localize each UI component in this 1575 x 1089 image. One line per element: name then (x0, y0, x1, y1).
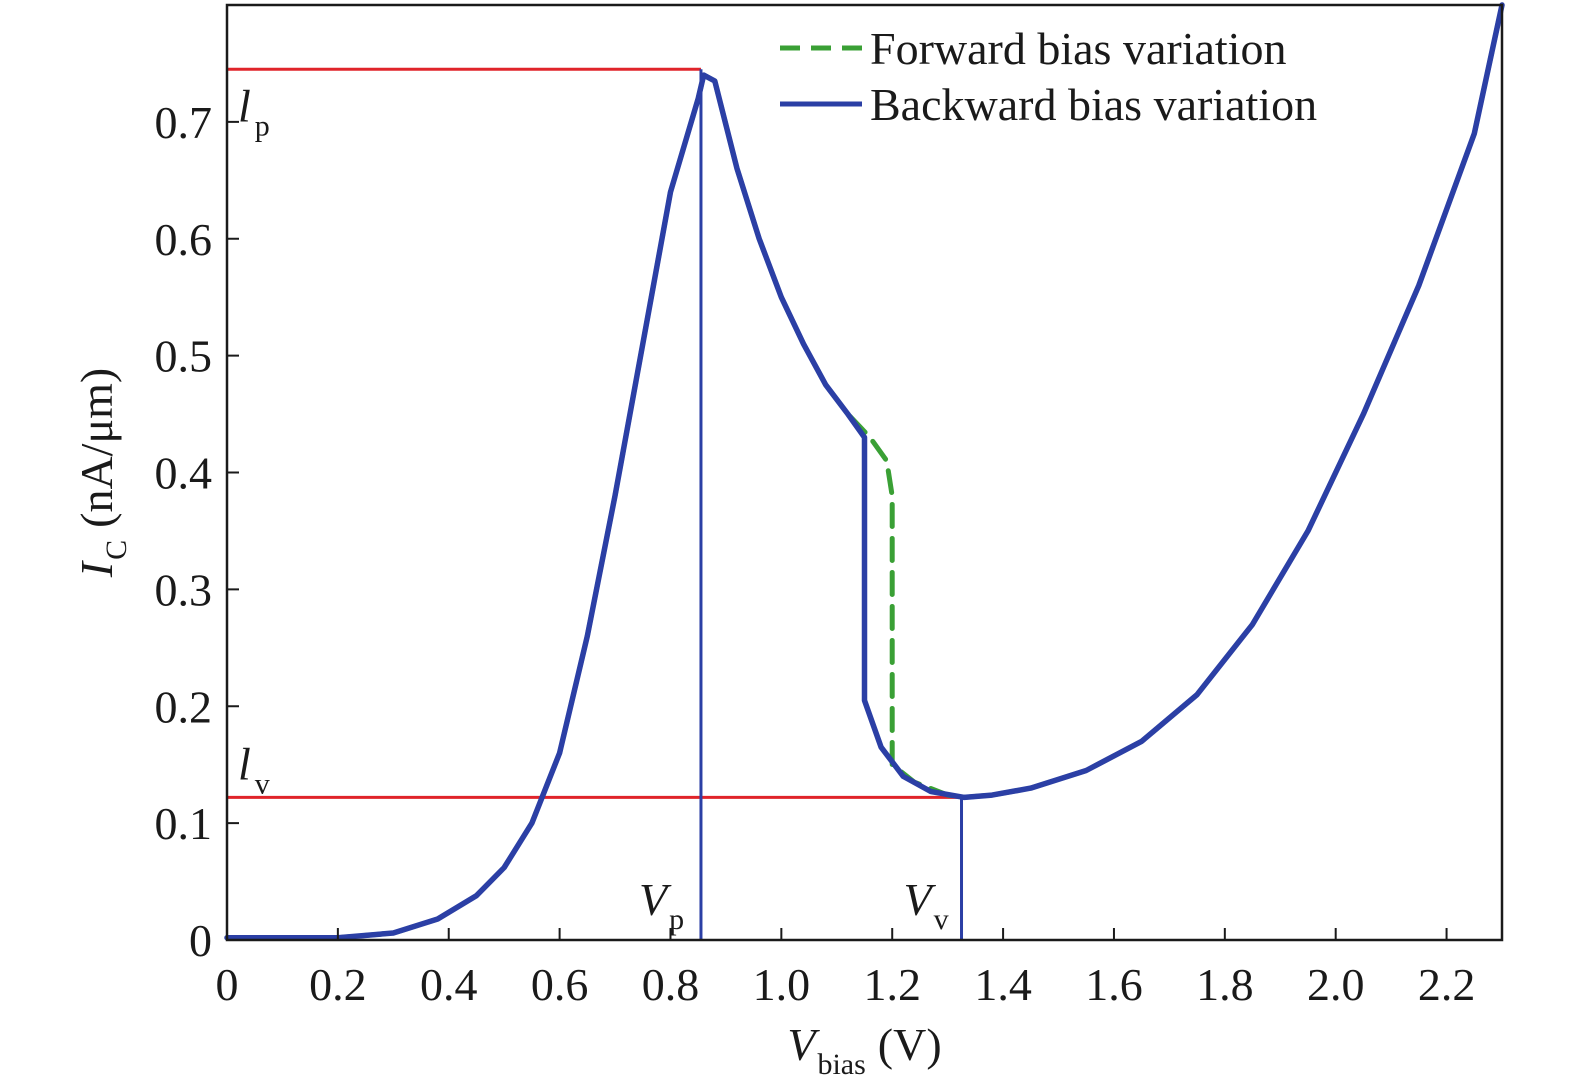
x-tick-label: 0.2 (309, 959, 367, 1010)
x-tick-label: 1.2 (863, 959, 921, 1010)
iv-annotation-sub: v (255, 767, 270, 800)
y-axis-label-main: I (71, 559, 122, 578)
vp-annotation-sub: p (669, 903, 684, 936)
iv-annotation-main: l (238, 738, 251, 789)
y-axis-label-sub: C (100, 540, 133, 560)
x-axis-label: Vbias (V) (787, 1019, 941, 1081)
x-axis-label-sub: bias (817, 1048, 865, 1081)
vv-annotation-main: V (904, 874, 937, 925)
y-tick-label: 0.4 (155, 448, 213, 499)
y-tick-label: 0.2 (155, 681, 213, 732)
x-tick-label: 0.6 (531, 959, 589, 1010)
x-tick-label: 1.6 (1085, 959, 1143, 1010)
x-axis-label-main: V (787, 1019, 820, 1070)
y-axis-label: IC (nA/μm) (71, 368, 133, 578)
y-tick-label: 0.3 (155, 564, 213, 615)
vp-annotation-main: V (639, 874, 672, 925)
x-tick-label: 1.0 (753, 959, 811, 1010)
x-axis-label-unit: (V) (878, 1019, 942, 1070)
x-tick-label: 0 (216, 959, 239, 1010)
vp-annotation: Vp (639, 874, 684, 936)
series-layer (224, 2, 1505, 941)
x-tick-label: 2.2 (1418, 959, 1476, 1010)
y-tick-label: 0.1 (155, 798, 213, 849)
x-tick-label: 0.8 (642, 959, 700, 1010)
y-tick-label: 0.5 (155, 331, 213, 382)
x-tick-label: 1.4 (974, 959, 1032, 1010)
y-tick-label: 0 (189, 915, 212, 966)
series-line-1 (224, 2, 1505, 941)
vv-annotation-sub: v (934, 903, 949, 936)
legend-label-forward: Forward bias variation (870, 23, 1286, 74)
legend-label-backward: Backward bias variation (870, 79, 1317, 130)
ip-annotation-sub: p (255, 109, 270, 142)
x-tick-label: 1.8 (1196, 959, 1254, 1010)
y-axis-ticks: 0 0.1 0.2 0.3 0.4 0.5 0.6 0.7 (155, 97, 239, 966)
x-tick-label: 0.4 (420, 959, 478, 1010)
y-axis-label-unit: (nA/μm) (71, 368, 122, 528)
y-tick-label: 0.6 (155, 214, 213, 265)
vv-annotation: Vv (904, 874, 949, 936)
legend: Forward bias variation Backward bias var… (780, 23, 1317, 130)
ip-annotation-main: l (238, 80, 251, 131)
x-axis-ticks: 0 0.2 0.4 0.6 0.8 1.0 1.2 1.4 1.6 1.8 2.0 2.2 (216, 928, 1476, 1010)
x-tick-label: 2.0 (1307, 959, 1365, 1010)
reference-lines (227, 67, 964, 940)
y-tick-label: 0.7 (155, 97, 213, 148)
